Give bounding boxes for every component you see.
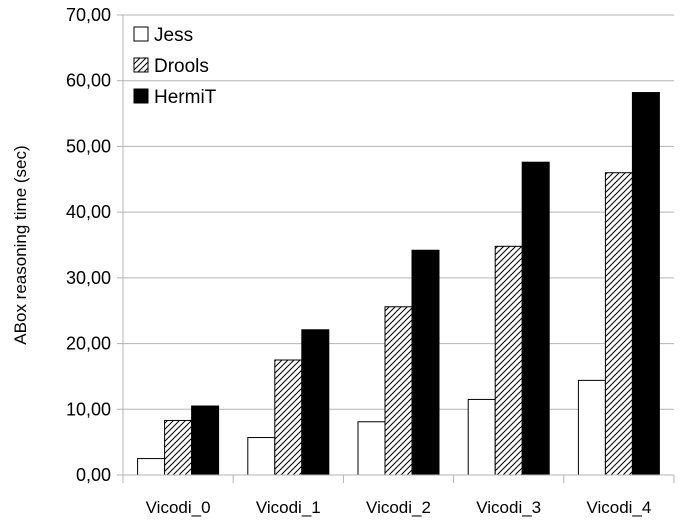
legend-swatch-drools <box>133 57 149 73</box>
legend-label-jess: Jess <box>154 25 193 46</box>
bar-hermit-vicodi_0 <box>191 405 220 476</box>
x-category-label: Vicodi_3 <box>476 498 541 517</box>
legend-swatch-jess <box>133 26 149 42</box>
bar-hermit-vicodi_4 <box>631 92 660 476</box>
y-tick-label: 10,00 <box>66 399 111 419</box>
bar-hermit-vicodi_1 <box>301 329 330 476</box>
bar-drools-vicodi_2 <box>384 306 413 476</box>
bar-jess-vicodi_1 <box>247 437 276 476</box>
y-tick-label: 20,00 <box>66 334 111 354</box>
legend-label-hermit: HermiT <box>154 87 217 108</box>
bar-jess-vicodi_3 <box>467 398 496 476</box>
bars <box>137 92 660 476</box>
y-tick-labels: 0,00 10,00 20,00 30,00 40,00 50,00 60,00 70,00 <box>66 5 111 485</box>
legend: Jess Drools HermiT <box>133 25 217 108</box>
bar-drools-vicodi_0 <box>164 419 193 476</box>
bar-jess-vicodi_4 <box>577 379 606 476</box>
legend-label-drools: Drools <box>154 56 209 77</box>
bar-hermit-vicodi_2 <box>411 249 440 476</box>
bar-hermit-vicodi_3 <box>521 161 550 476</box>
y-tick-label: 30,00 <box>66 268 111 288</box>
x-category-label: Vicodi_2 <box>366 498 431 517</box>
x-category-label: Vicodi_4 <box>586 498 651 517</box>
x-category-label: Vicodi_0 <box>146 498 211 517</box>
y-tick-label: 70,00 <box>66 5 111 25</box>
y-tick-label: 0,00 <box>76 465 111 485</box>
bar-drools-vicodi_1 <box>274 359 303 476</box>
y-tick-label: 50,00 <box>66 136 111 156</box>
bar-jess-vicodi_0 <box>137 458 166 476</box>
legend-swatch-hermit <box>133 88 149 104</box>
bar-drools-vicodi_3 <box>494 245 523 476</box>
axes <box>122 15 675 483</box>
bar-jess-vicodi_2 <box>357 421 386 476</box>
y-axis-title: ABox reasoning time (sec) <box>11 145 30 344</box>
x-category-label: Vicodi_1 <box>256 498 321 517</box>
y-tick-label: 40,00 <box>66 202 111 222</box>
x-category-labels: Vicodi_0 Vicodi_1 Vicodi_2 Vicodi_3 Vicodi_4 <box>146 498 652 517</box>
y-tick-label: 60,00 <box>66 71 111 91</box>
bar-drools-vicodi_4 <box>604 172 633 476</box>
